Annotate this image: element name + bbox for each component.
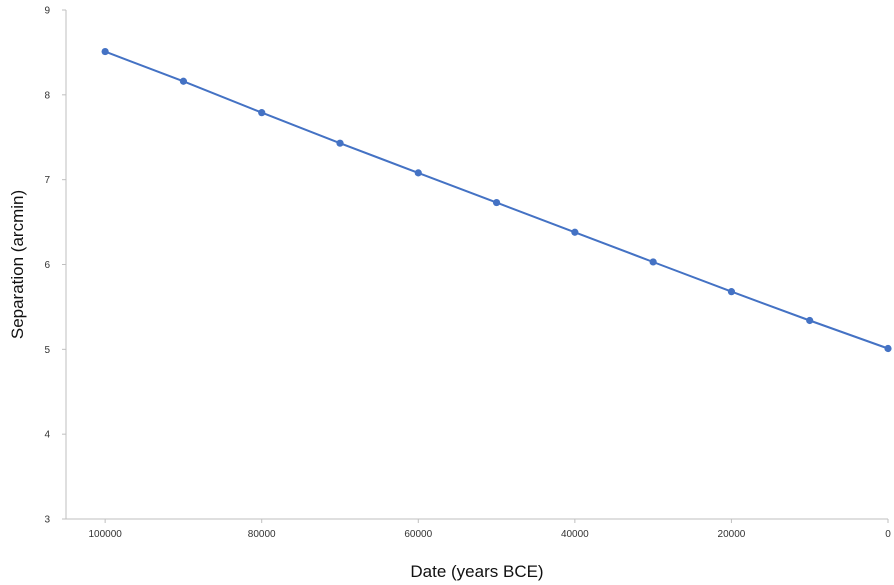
- data-point: [101, 47, 109, 56]
- y-tick-label: 8: [44, 90, 50, 101]
- data-point: [258, 109, 266, 117]
- series-layer: [101, 47, 892, 353]
- y-tick-label: 3: [44, 515, 50, 526]
- data-point: [571, 228, 579, 236]
- tick-marks: [62, 9, 889, 523]
- data-point: [884, 344, 892, 353]
- data-point: [179, 77, 188, 85]
- tick-labels: 3 4 5 6 7 8 9 100000 80000 60000 40000 20000 0: [44, 6, 891, 541]
- y-axis-title: Separation (arcmin): [8, 190, 27, 339]
- axes: [65, 10, 888, 520]
- data-point: [414, 169, 422, 177]
- y-tick-label: 5: [44, 345, 50, 356]
- y-tick-label: 6: [44, 260, 50, 271]
- x-tick-label: 40000: [561, 529, 589, 540]
- data-point: [806, 316, 814, 325]
- y-tick-label: 7: [44, 175, 50, 186]
- x-tick-label: 60000: [404, 529, 432, 540]
- data-point: [727, 288, 736, 296]
- x-tick-label: 100000: [88, 529, 122, 540]
- data-point: [336, 139, 344, 147]
- x-tick-label: 20000: [718, 529, 746, 540]
- data-point: [649, 258, 657, 266]
- y-tick-label: 9: [44, 6, 50, 17]
- x-axis-title: Date (years BCE): [410, 562, 543, 581]
- x-tick-label: 80000: [248, 529, 276, 540]
- x-tick-label: 0: [885, 529, 891, 540]
- data-point: [492, 198, 501, 207]
- y-tick-label: 4: [44, 430, 50, 441]
